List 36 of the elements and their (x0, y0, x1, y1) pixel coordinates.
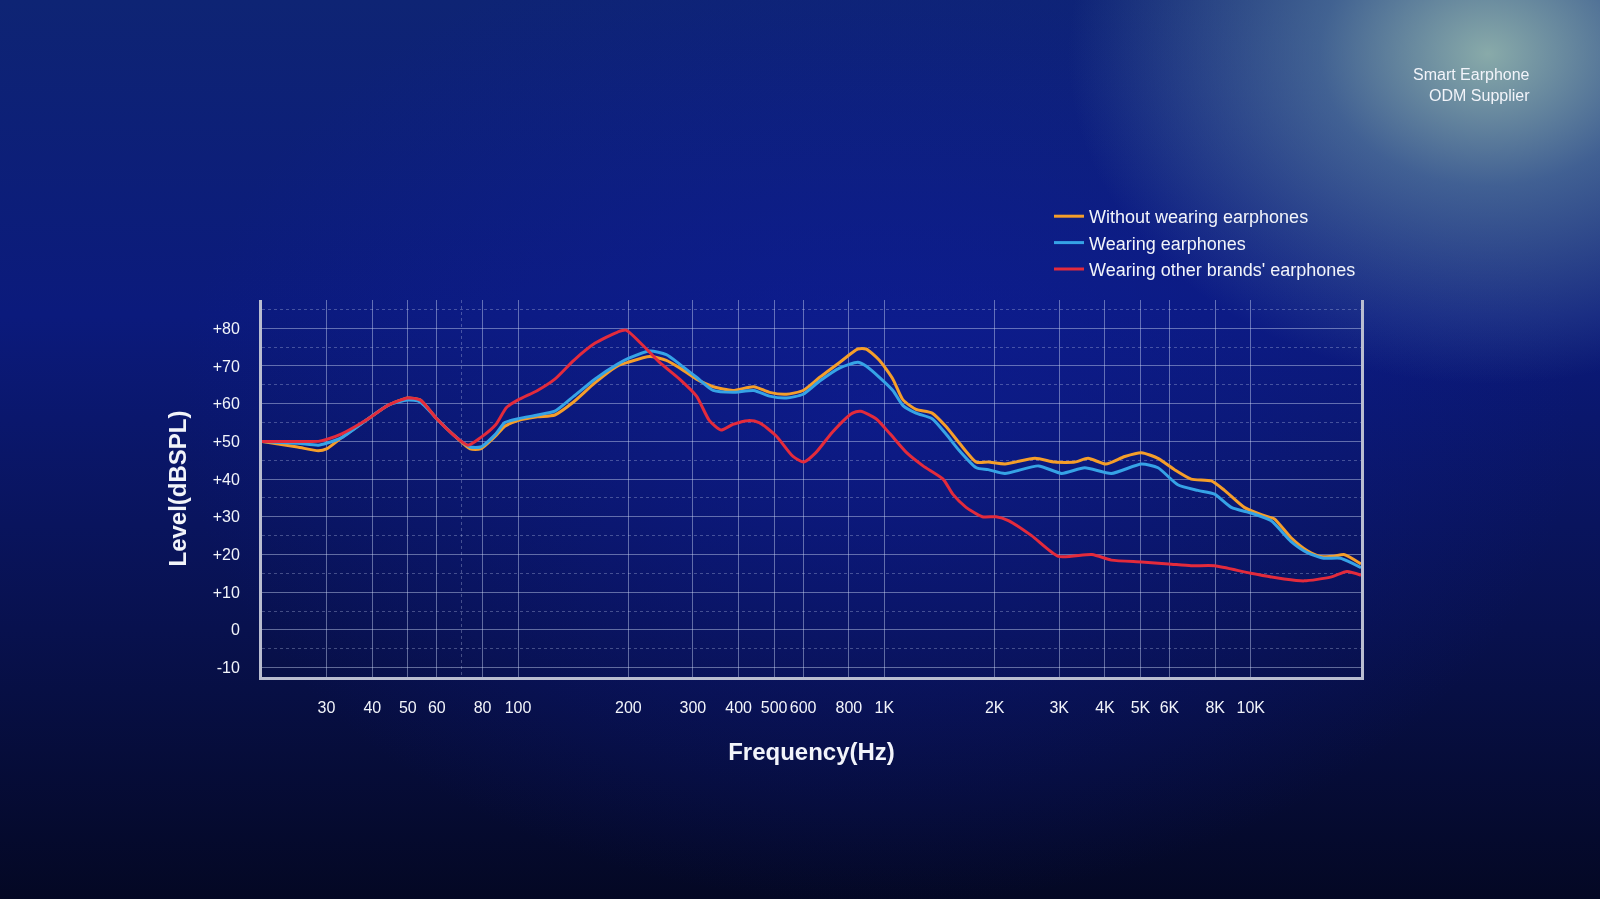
x-tick-label: 40 (363, 699, 382, 717)
x-tick-label: 80 (473, 699, 492, 717)
x-tick-label: 800 (835, 699, 863, 717)
x-tick-label: 1K (874, 699, 895, 717)
y-tick-label: +60 (212, 395, 240, 413)
x-tick-label: 2K (984, 699, 1005, 717)
y-tick-label: +80 (212, 319, 240, 337)
y-tick-label: -10 (216, 659, 240, 677)
x-tick-label: 100 (504, 699, 532, 717)
legend-label: Wearing earphones (1089, 233, 1246, 254)
x-tick-label: 3K (1049, 699, 1070, 717)
x-tick-label: 500 (760, 699, 788, 717)
y-tick-label: +40 (212, 470, 240, 488)
x-tick-label: 8K (1205, 699, 1226, 717)
legend-label: Without wearing earphones (1089, 207, 1309, 228)
text: Smart Earphone ODM Supplier (1413, 66, 1531, 104)
x-tick-label: 4K (1095, 699, 1116, 717)
x-tick-label: 6K (1159, 699, 1180, 717)
x-axis-title: Frequency(Hz) (728, 737, 895, 765)
x-tick-label: 60 (427, 699, 446, 717)
x-tick-label: 300 (679, 699, 707, 717)
x-tick-label: 5K (1130, 699, 1151, 717)
y-tick-label: 0 (230, 621, 240, 639)
x-tick-label: 50 (398, 699, 417, 717)
x-tick-label: 400 (725, 699, 753, 717)
y-tick-label: +20 (212, 546, 240, 564)
x-tick-label: 30 (317, 699, 336, 717)
y-axis-title: Level(dBSPL) (163, 410, 191, 567)
x-tick-label: 10K (1236, 699, 1266, 717)
y-tick-label: +10 (212, 583, 240, 601)
legend-label: Wearing other brands' earphones (1089, 260, 1356, 281)
x-tick-label: 200 (614, 699, 642, 717)
y-tick-label: +70 (212, 357, 240, 375)
y-tick-label: +30 (212, 508, 240, 526)
y-tick-label: +50 (212, 432, 240, 450)
x-tick-label: 600 (789, 699, 817, 717)
